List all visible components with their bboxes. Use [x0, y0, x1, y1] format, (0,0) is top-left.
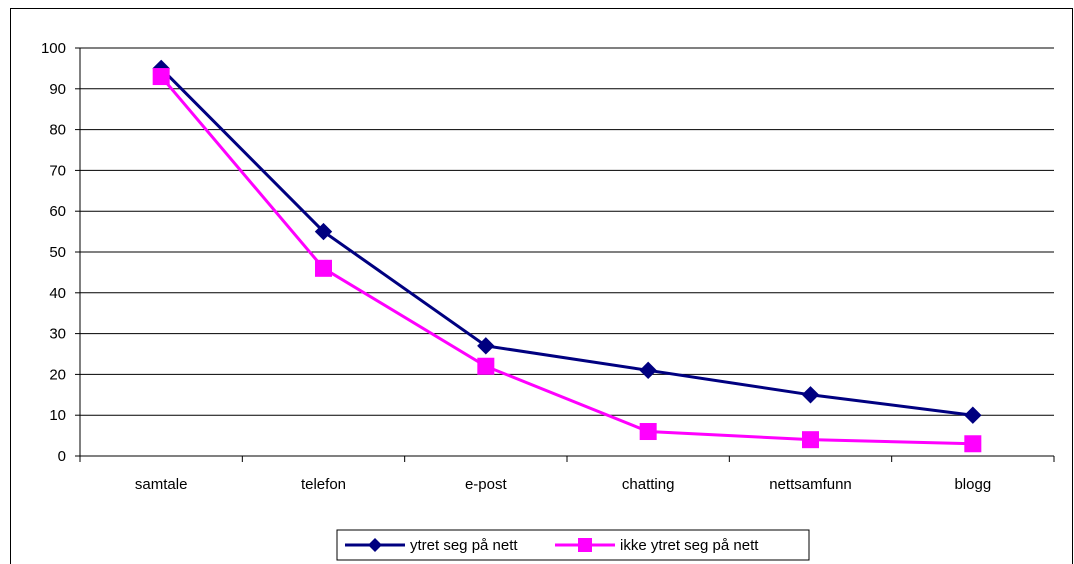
- y-tick-label: 40: [49, 285, 66, 302]
- x-tick-label: telefon: [301, 476, 346, 493]
- data-point-marker: [314, 222, 333, 241]
- legend-marker-1: [578, 538, 592, 552]
- y-tick-label: 90: [49, 81, 66, 98]
- y-tick-label: 0: [58, 448, 66, 465]
- y-tick-label: 70: [49, 162, 66, 179]
- y-tick-label: 20: [49, 366, 66, 383]
- y-tick-label: 100: [41, 40, 66, 57]
- legend: ytret seg på nett ikke ytret seg på nett: [336, 529, 810, 561]
- data-point-marker: [964, 435, 982, 453]
- legend-label-1: ikke ytret seg på nett: [620, 537, 759, 554]
- x-tick-label: chatting: [622, 476, 675, 493]
- y-tick-label: 50: [49, 244, 66, 261]
- x-tick-label: e-post: [465, 476, 508, 493]
- data-point-marker: [802, 431, 819, 449]
- series-line-1: [160, 75, 973, 446]
- chart-frame: [10, 8, 1073, 564]
- y-tick-label: 60: [49, 203, 66, 220]
- x-tick-label: samtale: [135, 476, 188, 493]
- data-point-marker: [152, 68, 170, 86]
- y-tick-label: 30: [49, 326, 66, 343]
- y-axis-ticks: 0 10 20 30 40 50 60 70 80 90 100: [41, 40, 66, 465]
- x-axis-ticks: samtale telefon e-post chatting nettsamfunn b…: [135, 476, 991, 493]
- gridlines: [80, 47, 1054, 416]
- y-tick-label: 80: [49, 122, 66, 139]
- y-tick-label: 10: [49, 407, 66, 424]
- x-tick-label: nettsamfunn: [769, 476, 852, 493]
- data-point-marker: [964, 406, 982, 424]
- data-point-marker: [477, 337, 495, 355]
- data-point-marker: [639, 423, 657, 441]
- data-point-marker: [801, 386, 820, 404]
- legend-label-0: ytret seg på nett: [410, 537, 518, 554]
- data-point-marker: [639, 361, 657, 380]
- data-point-marker: [477, 357, 495, 375]
- legend-marker-0: [368, 538, 382, 552]
- series-line-0: [160, 67, 974, 417]
- series-group: [152, 59, 982, 453]
- x-tick-label: blogg: [954, 476, 991, 493]
- data-point-marker: [315, 259, 332, 277]
- axes: [75, 47, 1055, 462]
